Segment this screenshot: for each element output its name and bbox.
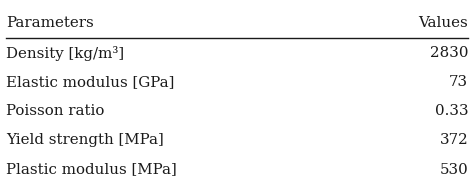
Text: 372: 372	[439, 133, 468, 147]
Text: 2830: 2830	[430, 46, 468, 60]
Text: 530: 530	[439, 163, 468, 177]
Text: Values: Values	[419, 16, 468, 30]
Text: Poisson ratio: Poisson ratio	[6, 104, 104, 118]
Text: Elastic modulus [GPa]: Elastic modulus [GPa]	[6, 75, 174, 89]
Text: 0.33: 0.33	[435, 104, 468, 118]
Text: Plastic modulus [MPa]: Plastic modulus [MPa]	[6, 163, 176, 177]
Text: Density [kg/m³]: Density [kg/m³]	[6, 46, 124, 61]
Text: Yield strength [MPa]: Yield strength [MPa]	[6, 133, 164, 147]
Text: Parameters: Parameters	[6, 16, 93, 30]
Text: 73: 73	[449, 75, 468, 89]
